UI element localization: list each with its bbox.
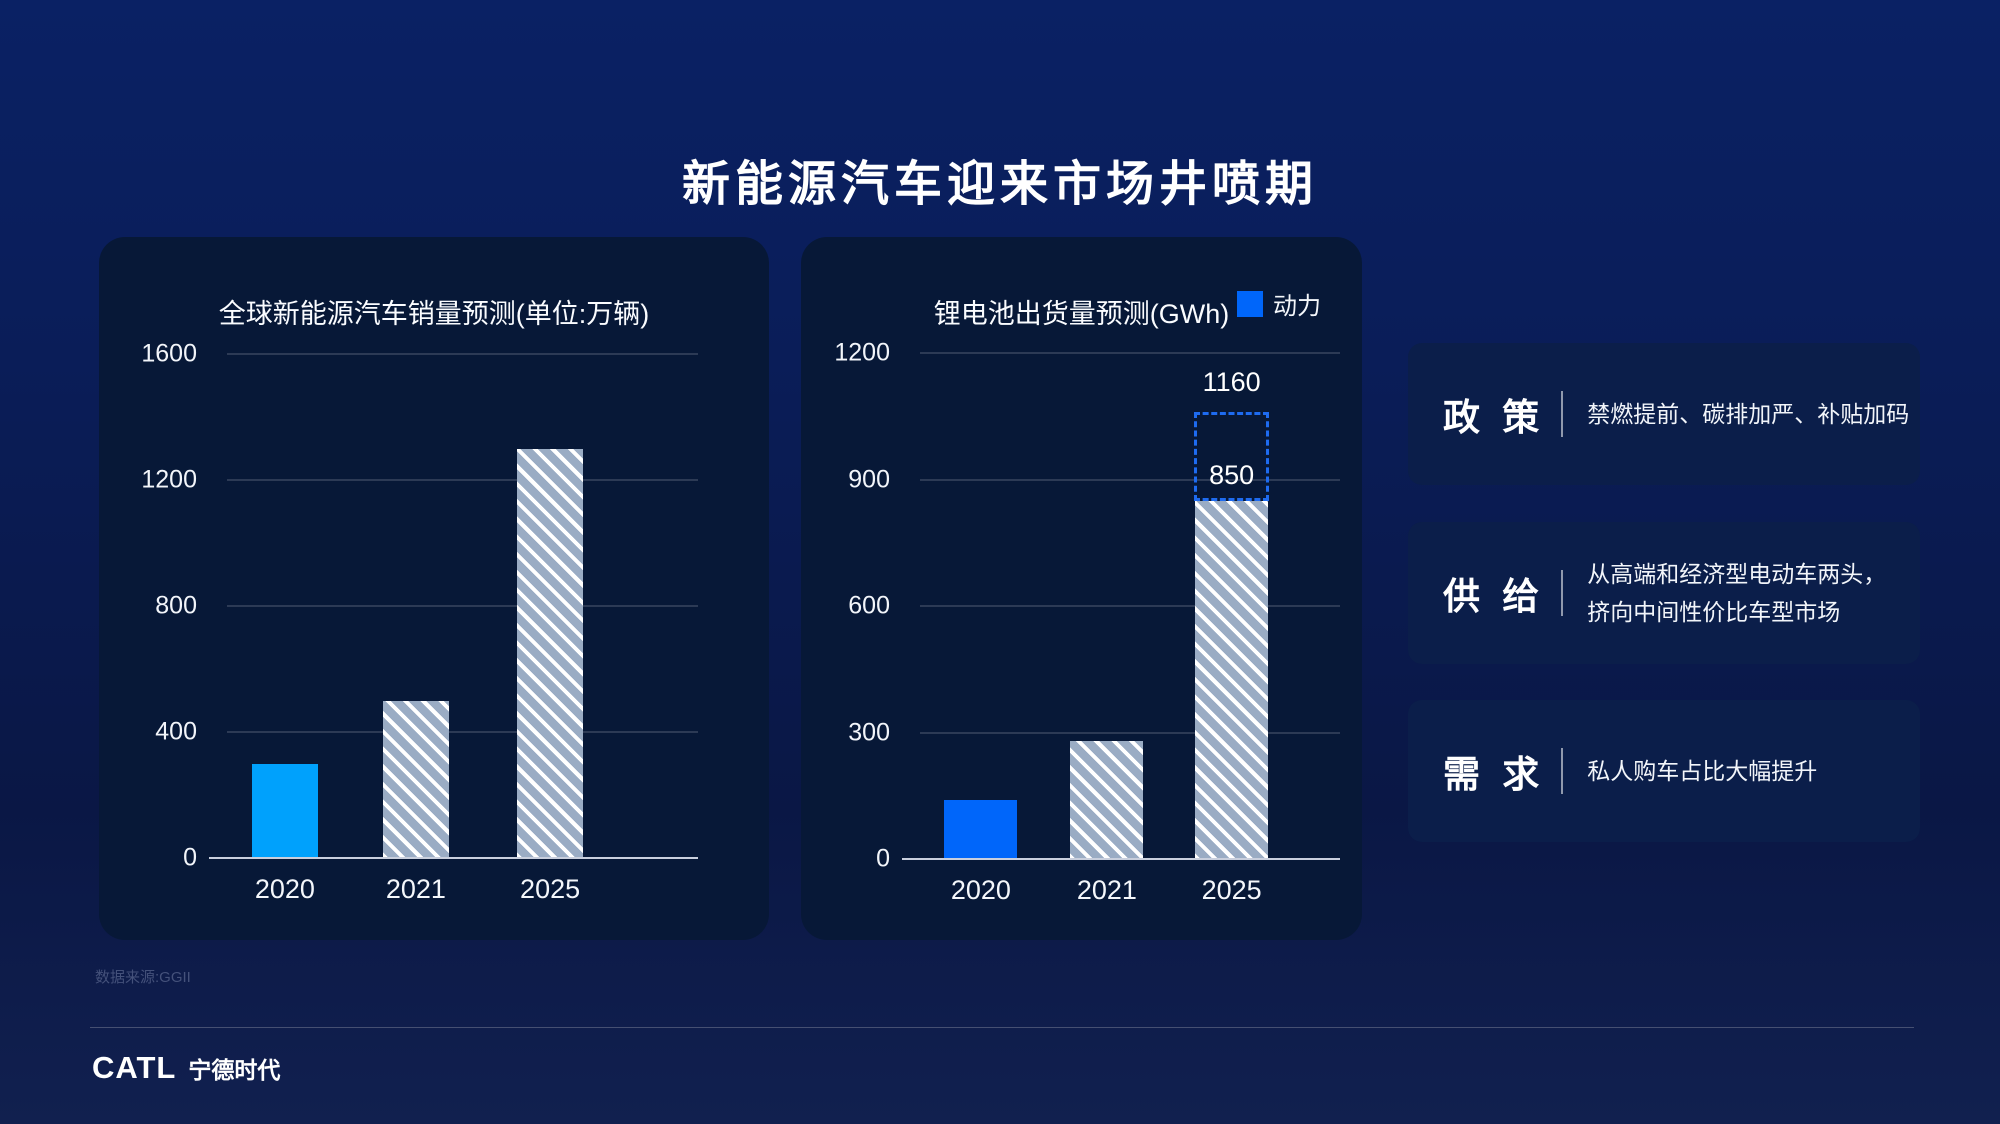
policy-title: 政 策: [1443, 397, 1546, 438]
x-tick-label: 2020: [254, 874, 315, 904]
bar-2020: [251, 763, 318, 858]
footer-divider: [90, 1027, 1914, 1028]
bar-value-label: 850: [1209, 459, 1255, 490]
vertical-divider: [1561, 391, 1564, 437]
y-tick-label: 1600: [141, 339, 197, 368]
battery-shipment-chart-title: 锂电池出货量预测(GWh): [933, 299, 1230, 329]
policy-info-box: 政 策 禁燃提前、碳排加严、补贴加码: [1408, 343, 1920, 485]
gridline: [227, 731, 698, 733]
y-tick-label: 0: [876, 844, 890, 873]
legend-swatch-icon: [1237, 290, 1263, 317]
y-tick-label: 900: [848, 465, 890, 493]
x-tick-label: 2025: [520, 874, 581, 904]
catl-logo-chinese: 宁德时代: [188, 1057, 281, 1083]
vertical-divider: [1561, 570, 1564, 616]
gridline: [920, 732, 1340, 733]
y-tick-label: 1200: [141, 465, 197, 494]
y-tick-label: 600: [848, 591, 890, 620]
bar-2025: [517, 448, 584, 858]
bar-2025: [1195, 500, 1269, 859]
bar-2021: [382, 700, 449, 858]
y-tick-label: 400: [155, 717, 197, 746]
supply-line-1: 从高端和经济型电动车两头，: [1587, 561, 1887, 587]
supply-description: 从高端和经济型电动车两头， 挤向中间性价比车型市场: [1587, 555, 1886, 631]
x-axis-line: [209, 857, 698, 859]
policy-line-1: 禁燃提前、碳排加严、补贴加码: [1587, 401, 1910, 427]
gridline: [920, 352, 1340, 354]
gridline: [920, 479, 1340, 480]
x-axis-line: [902, 858, 1340, 860]
x-tick-label: 2025: [1201, 875, 1262, 905]
battery-shipment-chart-card: 锂电池出货量预测(GWh) 动力 0 300 600 900 1200 2020 2021 2…: [801, 237, 1362, 940]
gridline: [227, 479, 698, 481]
nev-sales-chart-card: 全球新能源汽车销量预测(单位:万辆) 0 400 800 1200 1600 2020 20…: [99, 237, 769, 940]
page-title: 新能源汽车迎来市场井喷期: [681, 158, 1318, 212]
x-tick-label: 2021: [385, 874, 446, 904]
y-tick-label: 300: [848, 718, 890, 746]
y-tick-label: 800: [155, 591, 197, 620]
demand-info-box: 需 求 私人购车占比大幅提升: [1408, 700, 1920, 842]
supply-title: 供 给: [1443, 576, 1546, 617]
supply-info-box: 供 给 从高端和经济型电动车两头， 挤向中间性价比车型市场: [1408, 522, 1920, 664]
supply-line-2: 挤向中间性价比车型市场: [1587, 599, 1841, 625]
projection-dashed-box: [1194, 412, 1270, 501]
bar-2020: [944, 799, 1018, 859]
x-tick-label: 2021: [1076, 875, 1137, 905]
catl-logo: CATL 宁德时代: [92, 1050, 280, 1086]
demand-line-1: 私人购车占比大幅提升: [1587, 758, 1818, 784]
bar-2021: [1070, 740, 1144, 859]
gridline: [227, 353, 698, 355]
x-tick-label: 2020: [950, 875, 1011, 905]
legend: 动力: [1237, 286, 1321, 321]
gridline: [227, 605, 698, 607]
policy-description: 禁燃提前、碳排加严、补贴加码: [1587, 395, 1909, 433]
data-source-note: 数据来源:GGII: [95, 969, 191, 986]
battery-shipment-chart-plot: 0 300 600 900 1200 2020 2021 2025 1160 850: [834, 339, 1340, 905]
projection-value-label: 1160: [1202, 367, 1261, 398]
gridline: [920, 605, 1340, 607]
vertical-divider: [1561, 748, 1564, 794]
catl-logo-text: CATL: [92, 1050, 177, 1085]
demand-title: 需 求: [1443, 754, 1546, 795]
y-tick-label: 0: [183, 843, 197, 872]
nev-sales-chart-title: 全球新能源汽车销量预测(单位:万辆): [218, 299, 650, 329]
nev-sales-chart-plot: 0 400 800 1200 1600 2020 2021 2025: [141, 340, 698, 904]
demand-description: 私人购车占比大幅提升: [1587, 752, 1817, 790]
y-tick-label: 1200: [834, 338, 890, 367]
legend-label: 动力: [1273, 293, 1321, 320]
